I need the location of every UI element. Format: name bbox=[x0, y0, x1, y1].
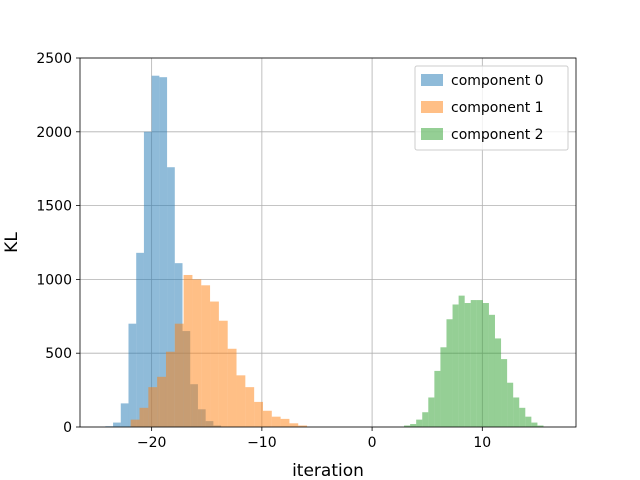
histogram-bar-component-2 bbox=[410, 424, 417, 427]
histogram-bar-component-2 bbox=[464, 303, 471, 427]
histogram-bar-component-1 bbox=[245, 387, 255, 427]
histogram-bar-component-1 bbox=[130, 419, 140, 427]
histogram-bar-component-0 bbox=[151, 75, 160, 427]
legend-label-component-2: component 2 bbox=[451, 127, 544, 143]
histogram-bar-component-1 bbox=[210, 301, 219, 427]
histogram-bar-component-2 bbox=[440, 347, 447, 427]
histogram-bar-component-0 bbox=[159, 77, 168, 428]
histogram-bar-component-0 bbox=[143, 131, 152, 428]
x-tick-label: −10 bbox=[247, 435, 277, 451]
histogram-bar-component-2 bbox=[452, 304, 459, 427]
legend-box bbox=[414, 65, 569, 151]
legend-label-component-1: component 1 bbox=[451, 100, 544, 116]
histogram-bar-component-2 bbox=[513, 397, 520, 427]
histogram-bar-component-1 bbox=[183, 274, 193, 427]
histogram-bar-component-1 bbox=[227, 348, 237, 427]
histogram-bar-component-0 bbox=[136, 252, 144, 427]
histogram-bar-component-1 bbox=[192, 279, 202, 427]
histogram-bar-component-2 bbox=[501, 359, 508, 427]
histogram-bar-component-2 bbox=[488, 314, 495, 427]
legend-label-component-0: component 0 bbox=[451, 73, 544, 89]
y-tick-label: 500 bbox=[45, 346, 72, 362]
histogram-bar-component-1 bbox=[262, 410, 272, 427]
histogram-bar-component-2 bbox=[482, 303, 489, 427]
y-tick-label: 1500 bbox=[36, 199, 72, 215]
axis-ticks: −20 −10 0 10 0 500 1000 1500 2000 2500 bbox=[36, 51, 491, 451]
histogram-bar-component-1 bbox=[280, 418, 290, 427]
histogram-bar-component-1 bbox=[157, 376, 166, 427]
legend-swatch-component-1 bbox=[421, 101, 443, 113]
histogram-bar-component-2 bbox=[404, 425, 411, 427]
histogram-bar-component-2 bbox=[434, 370, 441, 427]
histogram-bar-component-2 bbox=[537, 425, 544, 427]
histogram-bar-component-2 bbox=[458, 295, 465, 427]
histogram-bar-component-2 bbox=[422, 412, 429, 427]
histogram-bar-component-0 bbox=[120, 403, 129, 427]
histogram-bar-component-1 bbox=[289, 423, 299, 427]
y-tick-label: 0 bbox=[63, 420, 72, 436]
histogram-bar-component-1 bbox=[254, 401, 263, 427]
histogram-bar-component-1 bbox=[271, 416, 281, 427]
histogram-bar-component-1 bbox=[236, 375, 246, 427]
histogram-bar-component-2 bbox=[476, 300, 483, 427]
legend-swatch-component-2 bbox=[421, 128, 443, 140]
histogram-bar-component-1 bbox=[201, 285, 211, 427]
histogram-bar-component-2 bbox=[428, 397, 435, 427]
histogram-bar-component-2 bbox=[525, 416, 532, 427]
y-tick-label: 1000 bbox=[36, 272, 72, 288]
histogram-bar-component-2 bbox=[531, 422, 538, 427]
histogram-bar-component-2 bbox=[494, 338, 502, 427]
histogram-bar-component-1 bbox=[174, 323, 184, 427]
legend-swatch-component-0 bbox=[421, 74, 443, 86]
x-axis-label: iteration bbox=[292, 461, 364, 480]
histogram-bar-component-2 bbox=[416, 419, 423, 427]
y-axis-label: KL bbox=[2, 232, 22, 253]
histogram-bar-component-2 bbox=[519, 407, 526, 427]
histogram-bar-component-1 bbox=[148, 387, 158, 427]
y-tick-label: 2500 bbox=[36, 51, 72, 67]
histogram-bar-component-1 bbox=[218, 320, 228, 427]
x-tick-label: −20 bbox=[137, 435, 167, 451]
histogram-bars bbox=[105, 75, 544, 428]
plot-area-frame bbox=[79, 57, 577, 428]
histogram-bar-component-1 bbox=[165, 351, 175, 427]
histogram-bar-component-2 bbox=[470, 300, 477, 427]
histogram-bar-component-1 bbox=[298, 425, 308, 427]
histogram-bar-component-0 bbox=[167, 167, 175, 427]
histogram-bar-component-0 bbox=[113, 422, 121, 427]
x-tick-label: 0 bbox=[368, 435, 377, 451]
y-tick-label: 2000 bbox=[36, 125, 72, 141]
histogram-bar-component-0 bbox=[128, 323, 137, 427]
histogram-bar-component-2 bbox=[507, 382, 514, 427]
histogram-bar-component-2 bbox=[446, 319, 453, 427]
histogram-bar-component-1 bbox=[139, 407, 149, 427]
x-tick-label: 10 bbox=[473, 435, 491, 451]
legend: component 0 component 1 component 2 bbox=[414, 65, 569, 151]
